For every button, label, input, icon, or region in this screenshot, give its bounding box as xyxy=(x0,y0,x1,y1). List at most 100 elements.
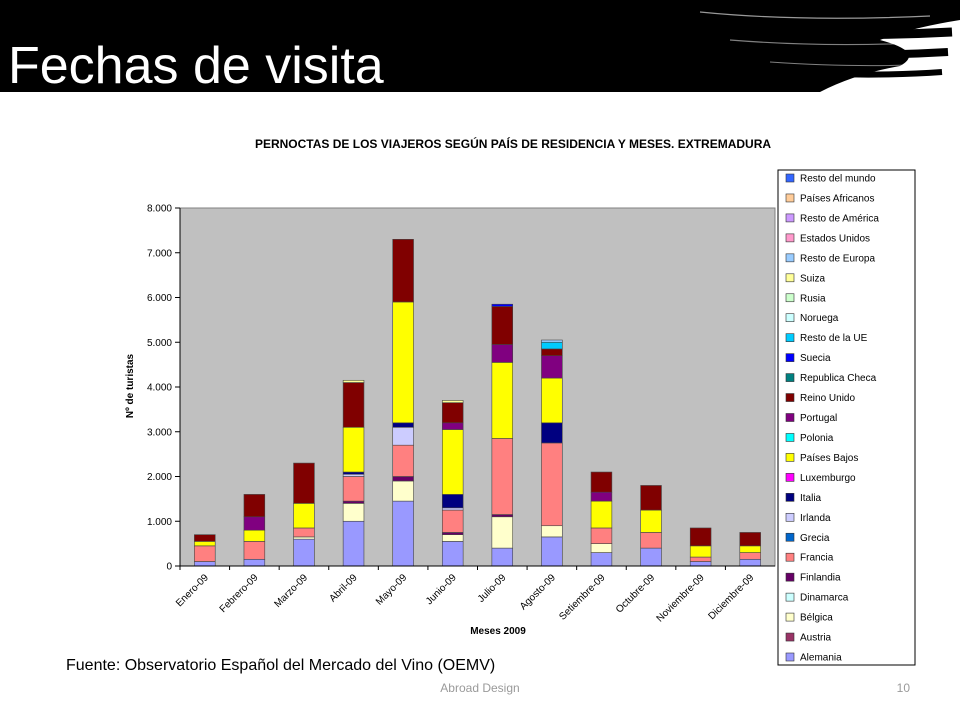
bar-segment xyxy=(194,541,216,547)
bar-segment xyxy=(491,514,514,518)
legend-label: Resto del mundo xyxy=(800,174,876,185)
legend-swatch xyxy=(785,413,795,422)
bar-segment xyxy=(342,426,365,473)
stacked-bar-chart: PERNOCTAS DE LOS VIAJEROS SEGÚN PAÍS DE … xyxy=(118,122,918,667)
legend-label: Resto de América xyxy=(800,213,879,224)
legend-swatch xyxy=(785,552,795,562)
legend-label: Polonia xyxy=(800,433,834,444)
source-note: Fuente: Observatorio Español del Mercado… xyxy=(66,657,496,674)
legend-swatch xyxy=(785,473,795,482)
slide-header: Fechas de visita xyxy=(0,0,960,92)
x-tick-label: Noviembre-09 xyxy=(655,572,707,624)
bar-segment xyxy=(342,500,365,504)
legend-label: Bélgica xyxy=(800,613,833,624)
legend-swatch xyxy=(785,293,795,303)
bar-segment xyxy=(541,442,563,527)
bar-segment xyxy=(640,509,662,533)
y-tick-label: 3.000 xyxy=(147,427,172,438)
bar-segment xyxy=(590,527,613,544)
bar-segment xyxy=(590,543,613,553)
bar-segment xyxy=(392,301,414,424)
legend-swatch xyxy=(785,233,795,243)
bar-segment xyxy=(441,532,464,535)
bar-segment xyxy=(392,426,414,446)
legend-swatch xyxy=(785,612,795,622)
legend-label: Francia xyxy=(800,553,834,564)
legend-label: Italia xyxy=(800,493,822,504)
bar-segment xyxy=(739,532,761,547)
bar-segment xyxy=(342,476,365,502)
x-tick-label: Diciembre-09 xyxy=(707,572,757,622)
bar-segment xyxy=(441,541,464,567)
legend-label: Rusia xyxy=(800,293,826,304)
bar-segment xyxy=(392,476,414,482)
y-tick-label: 2.000 xyxy=(147,472,172,483)
legend-swatch xyxy=(785,373,795,382)
bar-segment xyxy=(689,527,712,547)
x-tick-label: Junio-09 xyxy=(424,572,459,607)
bar-segment xyxy=(342,520,365,567)
legend-swatch xyxy=(785,532,795,542)
bar-segment xyxy=(441,422,464,430)
bar-segment xyxy=(590,491,613,502)
y-tick-label: 7.000 xyxy=(147,248,172,259)
legend-label: Países Bajos xyxy=(800,453,858,464)
legend-swatch xyxy=(785,592,795,602)
bar-segment xyxy=(739,552,761,560)
legend-swatch xyxy=(785,512,795,522)
x-tick-label: Mayo-09 xyxy=(374,572,410,608)
legend-label: Austria xyxy=(800,633,832,644)
chart-canvas: PERNOCTAS DE LOS VIAJEROS SEGÚN PAÍS DE … xyxy=(125,136,916,666)
bar-segment xyxy=(441,494,464,509)
bar-segment xyxy=(541,355,563,379)
y-tick-label: 4.000 xyxy=(147,383,172,394)
bar-segment xyxy=(243,558,266,567)
x-tick-label: Julio-09 xyxy=(476,572,509,605)
bar-segment xyxy=(342,503,365,522)
bar-segment xyxy=(640,485,662,511)
bar-segment xyxy=(491,306,514,345)
bar-segment xyxy=(194,561,216,567)
legend-swatch xyxy=(785,632,795,642)
bar-segment xyxy=(689,561,712,567)
legend-label: Estados Unidos xyxy=(800,233,870,244)
bar-segment xyxy=(491,547,514,567)
legend-swatch xyxy=(785,652,795,662)
legend-label: Alemania xyxy=(800,653,842,664)
bar-segment xyxy=(541,422,563,444)
y-axis-label: Nº de turistas xyxy=(125,353,136,418)
legend-label: Irlanda xyxy=(800,513,831,524)
bar-segment xyxy=(243,529,266,542)
page-number: 10 xyxy=(896,681,910,695)
legend-swatch xyxy=(785,353,795,362)
bar-segment xyxy=(293,538,315,567)
bar-segment xyxy=(590,471,613,493)
legend-label: Grecia xyxy=(800,533,830,544)
bar-segment xyxy=(392,500,414,567)
bar-segment xyxy=(491,516,514,549)
legend-swatch xyxy=(785,273,795,283)
bar-segment xyxy=(342,379,365,383)
bar-segment xyxy=(541,536,563,567)
bar-segment xyxy=(541,341,563,350)
x-tick-label: Setiembre-09 xyxy=(557,572,608,623)
legend-label: Noruega xyxy=(800,313,839,324)
bar-segment xyxy=(293,536,315,540)
bar-segment xyxy=(441,400,464,403)
legend-label: Luxemburgo xyxy=(800,473,856,484)
bar-segment xyxy=(441,507,464,511)
slide-title: Fechas de visita xyxy=(8,37,384,95)
bar-segment xyxy=(392,239,414,303)
bar-segment xyxy=(293,527,315,538)
x-axis-label: Meses 2009 xyxy=(470,626,526,637)
bar-segment xyxy=(640,547,662,567)
bar-segment xyxy=(541,377,563,424)
bar-segment xyxy=(590,552,613,567)
bar-segment xyxy=(739,558,761,567)
bar-segment xyxy=(392,422,414,428)
bar-segment xyxy=(441,429,464,495)
bar-segment xyxy=(293,462,315,504)
legend-label: Republica Checa xyxy=(800,373,877,384)
legend-swatch xyxy=(785,193,795,203)
legend-box xyxy=(777,169,916,666)
